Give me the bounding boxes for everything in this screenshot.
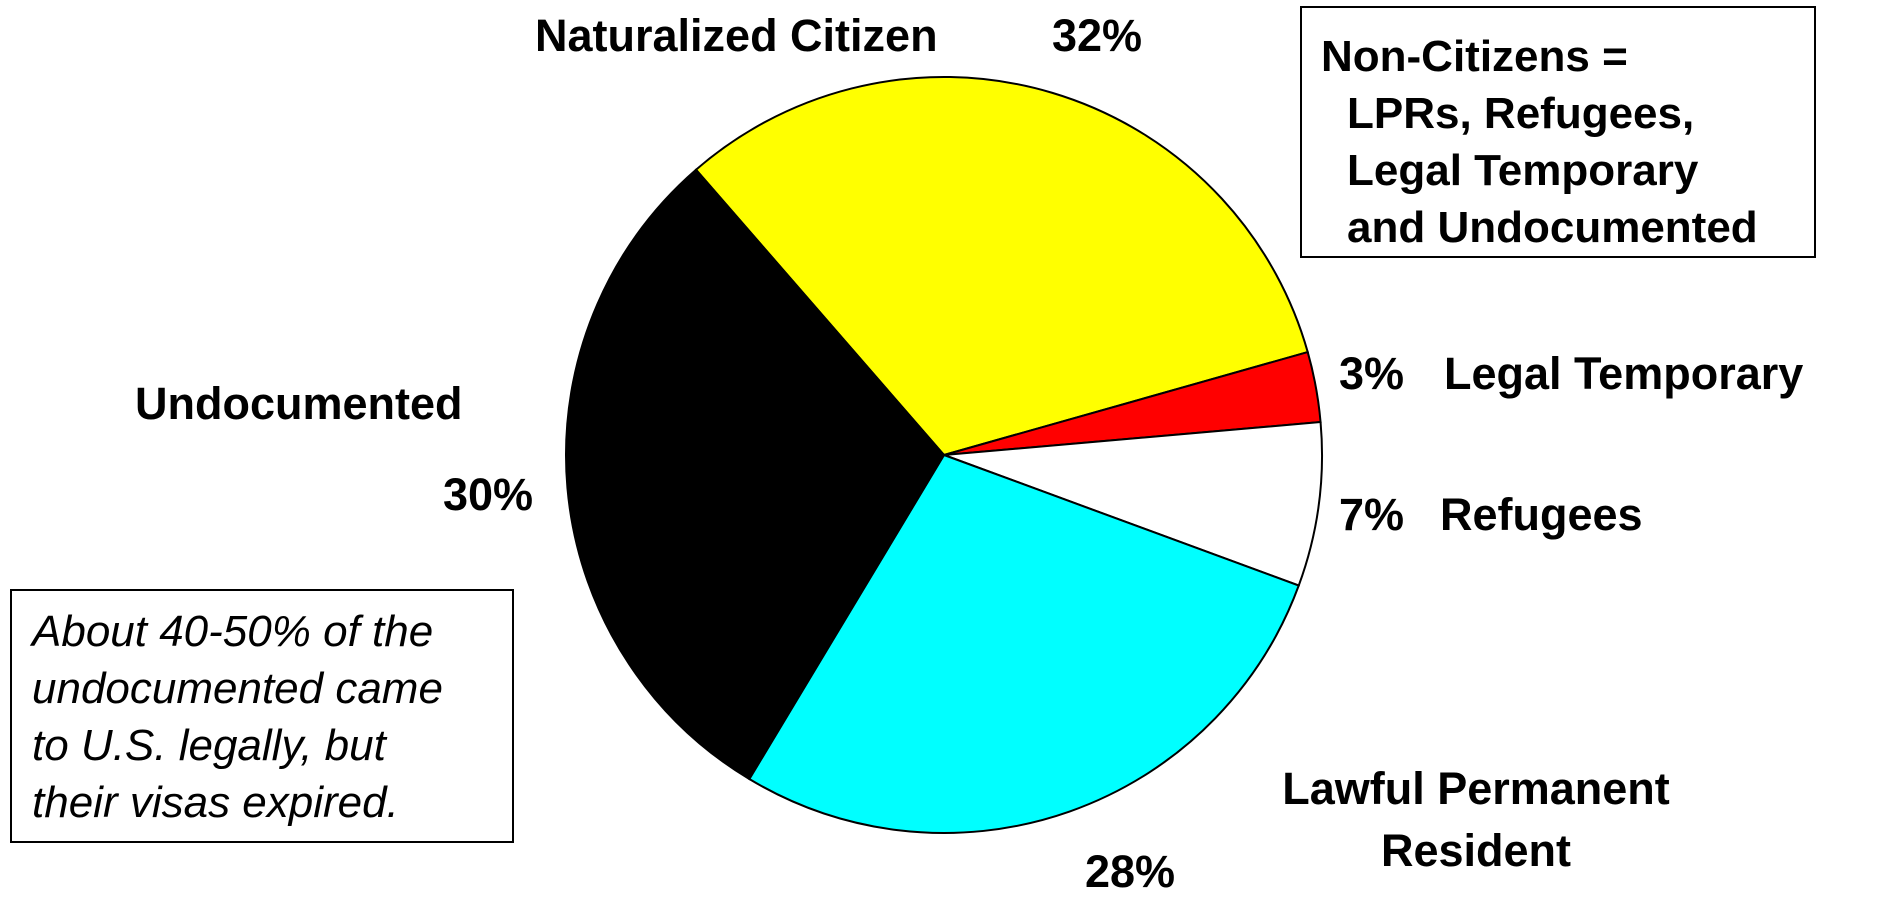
slice-value-label: 3% [1339,348,1405,399]
slice-value-label: 32% [1052,10,1143,61]
pie-slice [565,168,946,781]
note-line: Non-Citizens = [1321,32,1628,81]
note-line: undocumented came [32,664,443,713]
note-line: to U.S. legally, but [32,721,386,770]
note-line: their visas expired. [32,778,399,827]
slice-label: Undocumented [135,378,463,429]
note-line: About 40-50% of the [32,607,434,656]
slice-label: Lawful Permanent Resident [1282,763,1670,876]
note-line: Legal Temporary [1347,146,1699,195]
note-line: LPRs, Refugees, [1347,89,1695,138]
pie-slice [747,453,1301,834]
slice-label: Refugees [1440,489,1643,540]
note-box: About 40-50% of the undocumented came to U… [10,589,514,843]
slice-label: Naturalized Citizen [535,10,938,61]
slice-label: Legal Temporary [1444,348,1804,399]
pie-slice [694,76,1309,457]
pie-slice [943,420,1323,587]
slice-value-label: 7% [1339,489,1405,540]
note-line: and Undocumented [1347,203,1758,252]
slice-value-label: 30% [443,469,534,520]
note-box: Non-Citizens = LPRs, Refugees, Legal Tempo… [1300,6,1816,258]
slice-value-label: 28% [1085,846,1176,897]
